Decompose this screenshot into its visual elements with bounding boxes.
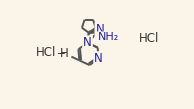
Text: HCl: HCl [139,32,159,45]
Text: N: N [94,52,103,65]
Text: N: N [83,36,92,49]
Text: ─: ─ [57,48,63,58]
Text: HCl: HCl [36,46,56,59]
Text: NH₂: NH₂ [98,32,119,42]
Text: N: N [95,23,104,36]
Text: H: H [60,47,68,60]
